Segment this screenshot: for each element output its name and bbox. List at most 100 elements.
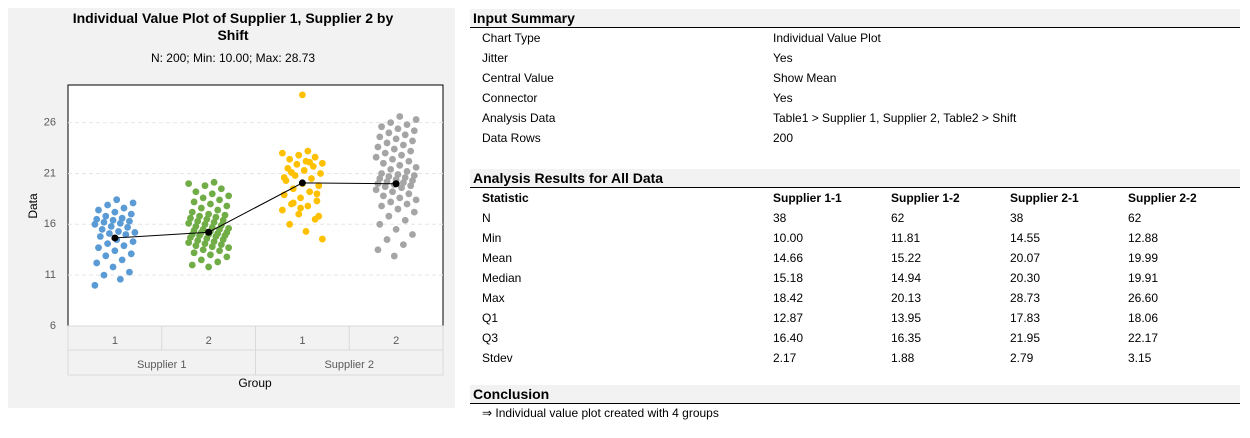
data-point — [387, 166, 395, 173]
summary-value: Yes — [773, 51, 793, 65]
table-header: Supplier 2-1 — [1010, 191, 1079, 205]
data-point — [376, 220, 384, 228]
data-point — [295, 210, 303, 218]
data-point — [403, 121, 411, 129]
data-point — [392, 225, 400, 233]
mean-connector — [114, 182, 397, 239]
table-cell: 14.94 — [891, 271, 922, 285]
data-point — [107, 222, 115, 230]
data-point — [295, 151, 303, 159]
data-point — [278, 149, 286, 157]
data-point — [93, 215, 101, 223]
data-point — [192, 188, 200, 196]
table-cell: 11.81 — [891, 231, 921, 245]
summary-value: 200 — [773, 131, 794, 145]
data-point — [379, 159, 387, 167]
data-point — [225, 224, 233, 232]
table-cell: 20.07 — [1010, 251, 1041, 265]
data-point — [111, 208, 119, 216]
data-point — [412, 196, 420, 204]
data-point — [409, 137, 416, 145]
table-cell: 20.30 — [1010, 271, 1041, 285]
data-point — [372, 186, 380, 194]
data-point — [214, 258, 222, 266]
data-point — [315, 182, 323, 190]
table-cell: 15.18 — [773, 271, 804, 285]
y-axis-label: Data — [26, 193, 40, 219]
data-point — [104, 201, 112, 209]
data-point — [389, 188, 396, 196]
chart-subtitle: N: 200; Min: 10.00; Max: 28.73 — [151, 51, 315, 65]
data-point — [297, 204, 304, 212]
table-header: Statistic — [482, 191, 529, 205]
data-point — [390, 145, 398, 153]
y-tick-label: 16 — [44, 218, 56, 230]
table-cell: 19.91 — [1128, 271, 1159, 285]
table-cell: 13.95 — [891, 311, 922, 325]
summary-key: Connector — [482, 91, 538, 105]
table-cell: 62 — [891, 211, 905, 225]
data-point — [207, 251, 214, 259]
data-point — [115, 228, 122, 235]
data-point — [412, 163, 420, 171]
data-point — [392, 135, 400, 143]
table-cell: 18.42 — [773, 291, 804, 305]
data-point — [394, 205, 402, 213]
group-label: Supplier 2 — [324, 359, 374, 371]
table-cell: 22.17 — [1128, 331, 1159, 345]
data-point — [293, 160, 301, 168]
data-point — [376, 133, 384, 141]
data-point — [95, 206, 102, 214]
table-cell: Q3 — [482, 331, 499, 345]
data-point — [306, 188, 314, 196]
data-point — [302, 228, 310, 235]
y-tick-label: 11 — [45, 269, 56, 281]
table-cell: 38 — [1010, 211, 1024, 225]
data-point — [378, 202, 385, 210]
data-point — [102, 252, 110, 260]
data-point — [131, 229, 139, 236]
data-point — [205, 263, 213, 271]
data-point — [210, 178, 218, 186]
table-cell: 2.17 — [773, 351, 797, 365]
summary-key: Chart Type — [482, 31, 541, 45]
data-point — [311, 153, 319, 161]
data-point — [297, 194, 304, 202]
data-point — [409, 231, 416, 238]
data-point — [300, 167, 308, 174]
data-point — [396, 113, 404, 120]
table-cell: 18.06 — [1128, 311, 1159, 325]
table-cell: 19.99 — [1128, 251, 1159, 265]
table-cell: Max — [482, 291, 505, 305]
chart: Individual Value Plot of Supplier 1, Sup… — [8, 8, 455, 408]
y-tick-label: 21 — [44, 167, 56, 179]
summary-key: Central Value — [482, 71, 554, 85]
data-point — [412, 116, 420, 123]
data-point — [109, 263, 117, 271]
table-header: Supplier 1-1 — [773, 191, 842, 205]
data-point — [217, 185, 225, 193]
data-point — [208, 190, 216, 198]
data-point — [225, 192, 233, 200]
data-point — [372, 153, 380, 161]
mean-marker — [111, 234, 119, 242]
mean-marker — [205, 228, 213, 236]
data-point — [405, 190, 413, 198]
data-point — [410, 208, 418, 216]
data-point — [399, 241, 407, 249]
x-tick-label: 1 — [112, 335, 118, 347]
data-point — [286, 155, 294, 163]
table-cell: 2.79 — [1010, 351, 1034, 365]
data-point — [113, 196, 121, 204]
data-point — [318, 235, 326, 243]
table-cell: 20.13 — [891, 291, 922, 305]
data-point — [100, 271, 108, 279]
data-point — [199, 246, 207, 254]
data-point — [225, 244, 233, 252]
data-point — [196, 212, 203, 220]
data-point — [383, 236, 391, 243]
group-label: Supplier 1 — [137, 359, 187, 371]
table-cell: 3.15 — [1128, 351, 1152, 365]
data-point — [396, 194, 404, 202]
